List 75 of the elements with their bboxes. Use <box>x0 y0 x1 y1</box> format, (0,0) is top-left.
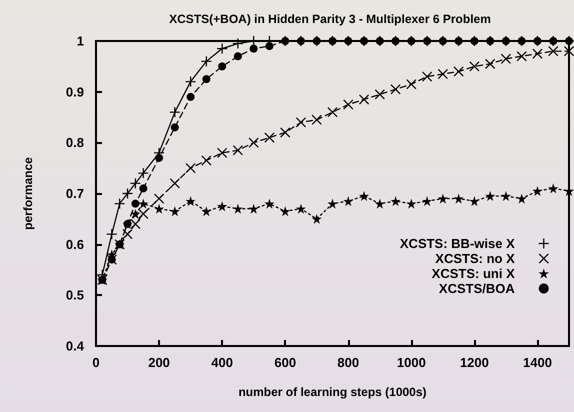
point <box>170 206 180 216</box>
point <box>154 204 164 214</box>
point <box>500 54 511 64</box>
point <box>438 69 448 80</box>
point <box>201 206 212 216</box>
x-tick-label: 0 <box>92 355 100 370</box>
point <box>328 107 338 118</box>
point <box>296 117 306 128</box>
point <box>280 206 290 216</box>
point <box>359 191 370 202</box>
x-axis-title: number of learning steps (1000s) <box>238 385 427 399</box>
y-tick-label: 0.5 <box>66 288 84 303</box>
point <box>232 145 243 156</box>
point <box>564 46 574 56</box>
point <box>130 208 140 219</box>
point <box>264 198 274 209</box>
point <box>469 61 480 72</box>
x-tick-label: 1000 <box>396 355 426 370</box>
point <box>328 198 338 209</box>
point <box>154 194 164 204</box>
legend-label: XCSTS/BOA <box>438 281 516 296</box>
point <box>532 48 542 59</box>
point <box>390 196 401 206</box>
x-tick-label: 1200 <box>460 355 489 370</box>
y-tick-label: 1 <box>76 34 84 48</box>
y-tick-label: 0.6 <box>66 236 84 252</box>
legend-label: XCSTS: uni X <box>432 266 516 281</box>
point <box>312 214 322 224</box>
point <box>343 100 354 110</box>
y-tick-label: 0.7 <box>66 186 84 201</box>
point <box>500 191 511 202</box>
point <box>422 72 432 82</box>
x-tick-label: 1400 <box>523 355 552 370</box>
y-tick-label: 0.9 <box>66 84 84 100</box>
point <box>469 196 480 206</box>
point <box>359 94 370 104</box>
point <box>264 132 274 143</box>
point <box>130 219 140 229</box>
point <box>422 196 432 206</box>
point <box>186 163 196 174</box>
point <box>232 204 243 214</box>
point <box>186 196 196 206</box>
y-tick-label: 0.4 <box>66 338 85 354</box>
point <box>122 229 133 240</box>
chart-title: XCSTS(+BOA) in Hidden Parity 3 - Multiplexer 6 Problem <box>169 12 491 26</box>
point <box>390 84 401 94</box>
point <box>406 198 416 209</box>
x-tick-label: 600 <box>274 355 296 370</box>
point <box>548 183 558 194</box>
y-tick-label: 0.8 <box>66 135 84 150</box>
point <box>532 186 542 196</box>
point <box>248 204 259 214</box>
point <box>438 194 448 204</box>
point <box>343 196 354 206</box>
legend-label: XCSTS: no X <box>435 251 516 266</box>
point <box>454 194 464 204</box>
x-tick-label: 200 <box>148 355 170 370</box>
x-tick-label: 800 <box>337 355 360 370</box>
point <box>280 128 290 138</box>
x-tick-label: 400 <box>211 355 233 370</box>
point <box>217 148 228 158</box>
point <box>170 178 180 188</box>
y-axis-title: performance <box>21 156 35 230</box>
point <box>217 201 228 212</box>
point <box>374 198 385 209</box>
point <box>296 204 306 214</box>
point <box>516 194 527 204</box>
point <box>485 191 496 202</box>
point <box>201 155 212 166</box>
point <box>454 66 464 76</box>
point <box>374 89 385 100</box>
legend-label: XCSTS: BB-wise X <box>400 236 516 251</box>
point <box>138 198 148 209</box>
point <box>248 138 259 148</box>
point <box>485 58 496 69</box>
